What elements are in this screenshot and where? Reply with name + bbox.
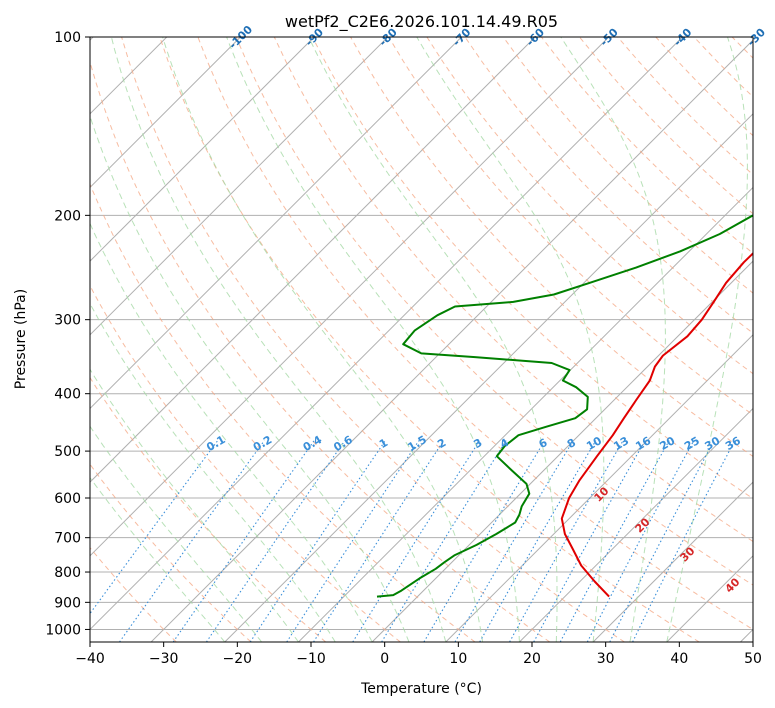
moist-adiabat-line	[90, 222, 373, 642]
moist-adiabat-line	[90, 425, 262, 642]
mixing-ratio-line	[632, 440, 736, 642]
moist-adiabat-line	[90, 368, 299, 642]
y-tick-label: 600	[54, 491, 81, 507]
y-tick-label: 200	[54, 208, 81, 224]
axes: −40 −30 −20 −10 0 10 20 30 40 50 1000 900 800 700 600 5…	[45, 30, 762, 667]
dry-adiabat-line	[90, 284, 401, 642]
mixing-ratio-line	[479, 440, 597, 642]
mixing-ratio-line	[381, 440, 507, 642]
mixing-ratio-line	[313, 440, 445, 642]
mixing-ratio-line	[454, 440, 574, 642]
dry-adiabat-line	[90, 376, 327, 642]
mixing-ratio-line	[172, 440, 315, 642]
isotherm-line	[592, 481, 753, 642]
mixing-ratio-line	[509, 440, 624, 642]
y-tick-label: 900	[54, 595, 81, 611]
isotherm-line	[90, 37, 610, 557]
dry-adiabat-line	[197, 37, 753, 630]
dry-adiabat-line	[90, 463, 252, 642]
mixing-ratio-line	[423, 440, 546, 642]
moist-adiabat-line	[226, 37, 520, 642]
background-lines	[90, 37, 775, 642]
x-tick-label: 10	[449, 651, 467, 667]
isotherm-line	[90, 37, 241, 189]
dry-adiabat-line	[388, 37, 753, 416]
isotherm-line	[90, 37, 536, 483]
dry-adiabat-line	[121, 37, 625, 642]
moist-adiabat-line	[90, 476, 226, 642]
moist-adiabat-line	[90, 114, 410, 642]
x-tick-label: 50	[744, 651, 762, 667]
y-tick-label: 500	[54, 444, 81, 460]
moist-adiabat-line	[90, 302, 336, 642]
mixing-ratio-line	[90, 440, 219, 615]
x-tick-label: 20	[523, 651, 541, 667]
isotherm-line	[445, 334, 753, 642]
y-tick-label: 1000	[45, 622, 81, 638]
isotherm-line	[90, 37, 462, 410]
moist-adiabat-line	[308, 37, 558, 642]
mixing-ratio-line	[119, 440, 265, 642]
isotherm-line	[90, 37, 315, 262]
dry-adiabat-line	[235, 37, 753, 586]
plot-background	[90, 37, 753, 642]
y-tick-label: 400	[54, 387, 81, 403]
dewpoint-profile-line	[376, 214, 753, 598]
y-tick-label: 800	[54, 565, 81, 581]
x-tick-label: 30	[597, 651, 615, 667]
y-axis-label: Pressure (hPa)	[13, 289, 29, 389]
x-tick-label: −20	[223, 651, 253, 667]
mixing-ratio-line	[559, 440, 670, 642]
plot-frame	[89, 36, 754, 643]
moist-adiabat-line	[666, 37, 748, 642]
moist-adiabat-line	[162, 37, 484, 642]
x-tick-label: −30	[149, 651, 179, 667]
sounding-profiles	[376, 214, 753, 598]
x-tick-label: 0	[380, 651, 389, 667]
x-tick-label: 40	[670, 651, 688, 667]
x-tick-label: −10	[296, 651, 326, 667]
dry-adiabat-line	[90, 182, 476, 642]
moist-adiabat-line	[110, 37, 447, 642]
dry-adiabat-line	[90, 546, 177, 642]
dry-adiabat-line	[502, 37, 753, 294]
mixing-ratio-line	[286, 440, 420, 642]
isotherm-line	[150, 39, 753, 642]
y-tick-label: 700	[54, 531, 81, 547]
dry-adiabat-line	[770, 37, 775, 642]
mixing-ratio-line	[249, 440, 386, 642]
moist-adiabat-line	[560, 37, 666, 642]
chart-title: wetPf2_C2E6.2026.101.14.49.R05	[285, 12, 558, 32]
x-axis-label: Temperature (°C)	[360, 681, 482, 697]
x-tick-label: −40	[75, 651, 105, 667]
dry-adiabat-line	[159, 37, 700, 642]
isotherm-line	[371, 260, 753, 642]
isotherm-line	[90, 37, 389, 336]
mixing-ratio-line	[352, 440, 481, 642]
y-tick-label: 300	[54, 313, 81, 329]
isotherm-line	[519, 407, 753, 642]
moist-adiabat-line	[416, 37, 605, 642]
temperature-profile-line	[560, 252, 753, 598]
dry-adiabat-line	[90, 60, 551, 642]
isotherm-line	[224, 113, 753, 642]
y-tick-label: 100	[54, 30, 81, 46]
dry-adiabat-line	[273, 37, 753, 543]
